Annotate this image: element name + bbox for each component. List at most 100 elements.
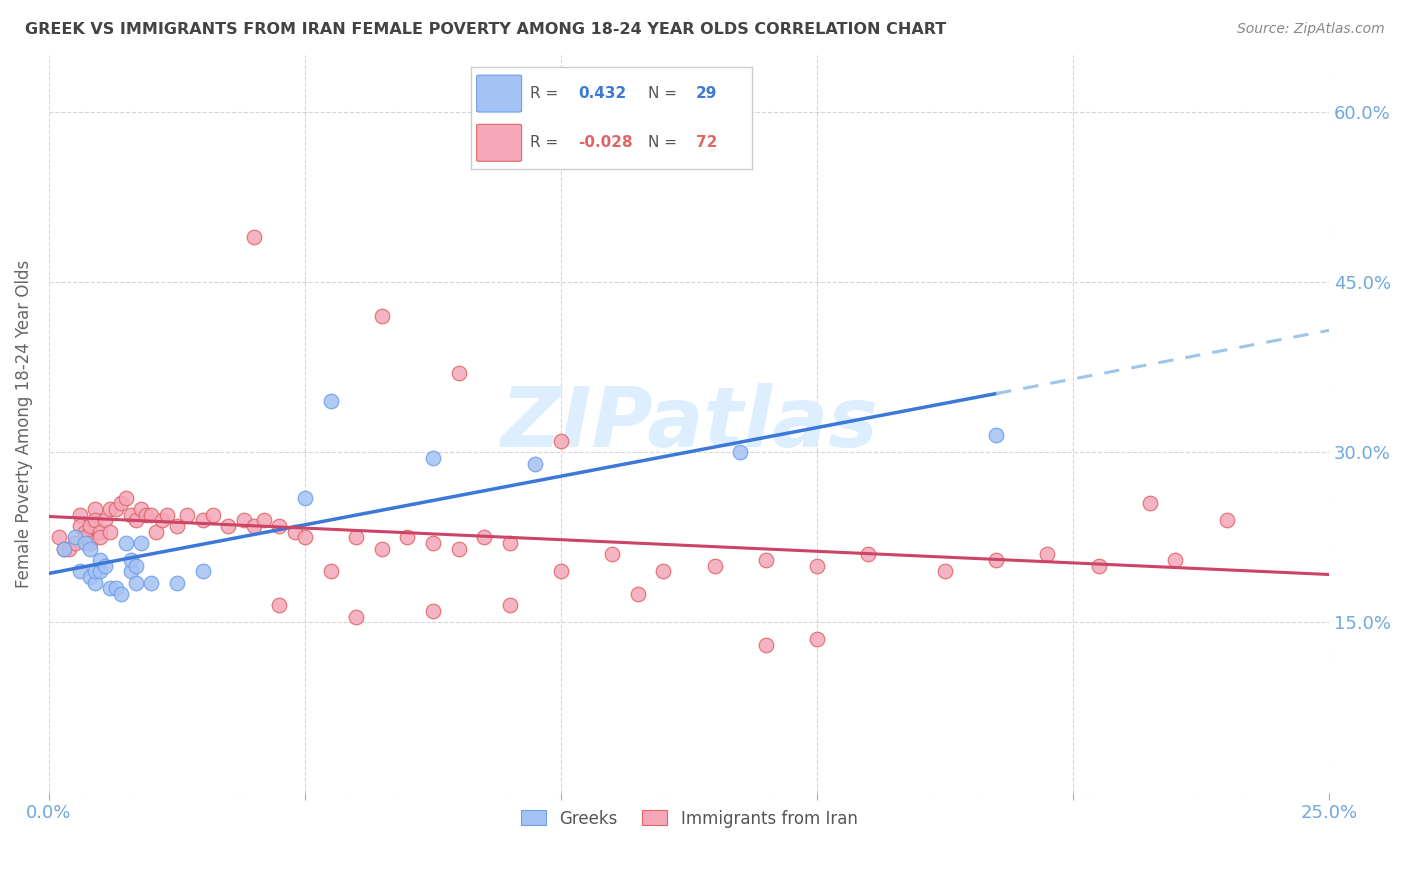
Point: [69, 508, 91, 522]
Point: [550, 434, 572, 448]
Point: [145, 524, 167, 539]
Text: R =: R =: [530, 136, 558, 151]
Point: [79, 536, 101, 550]
Point: [319, 394, 342, 409]
Text: GREEK VS IMMIGRANTS FROM IRAN FEMALE POVERTY AMONG 18-24 YEAR OLDS CORRELATION C: GREEK VS IMMIGRANTS FROM IRAN FEMALE POV…: [25, 22, 946, 37]
Legend: Greeks, Immigrants from Iran: Greeks, Immigrants from Iran: [512, 801, 866, 836]
Point: [201, 508, 224, 522]
Point: [84, 502, 107, 516]
Point: [524, 457, 547, 471]
Point: [73, 530, 96, 544]
Point: [120, 565, 142, 579]
Point: [284, 524, 307, 539]
Point: [269, 599, 291, 613]
Point: [986, 553, 1008, 567]
Point: [422, 604, 444, 618]
Point: [100, 582, 122, 596]
Point: [120, 508, 142, 522]
Point: [53, 541, 76, 556]
Point: [176, 508, 198, 522]
Point: [63, 530, 86, 544]
Point: [166, 575, 188, 590]
Point: [371, 541, 394, 556]
Point: [129, 536, 152, 550]
Point: [63, 536, 86, 550]
Point: [150, 513, 173, 527]
Point: [806, 632, 828, 647]
Point: [217, 519, 239, 533]
Text: N =: N =: [648, 86, 678, 101]
Point: [69, 565, 91, 579]
Point: [294, 491, 316, 505]
Point: [627, 587, 650, 601]
Point: [114, 536, 136, 550]
Point: [73, 524, 96, 539]
Point: [79, 519, 101, 533]
Point: [269, 519, 291, 533]
Point: [156, 508, 179, 522]
Point: [447, 541, 470, 556]
Point: [856, 548, 879, 562]
Point: [120, 553, 142, 567]
Point: [69, 519, 91, 533]
Point: [58, 541, 80, 556]
Point: [472, 530, 495, 544]
Point: [84, 513, 107, 527]
Point: [499, 599, 522, 613]
Text: 72: 72: [696, 136, 717, 151]
Point: [100, 502, 122, 516]
Point: [422, 536, 444, 550]
Point: [371, 309, 394, 323]
Point: [396, 530, 419, 544]
Point: [129, 502, 152, 516]
Point: [191, 565, 214, 579]
Point: [141, 508, 163, 522]
Point: [344, 530, 367, 544]
Point: [125, 558, 148, 573]
Point: [89, 524, 111, 539]
Point: [242, 519, 264, 533]
Point: [89, 565, 111, 579]
Point: [53, 541, 76, 556]
FancyBboxPatch shape: [477, 75, 522, 112]
Point: [94, 513, 117, 527]
Point: [89, 530, 111, 544]
Point: [806, 558, 828, 573]
Point: [294, 530, 316, 544]
Point: [1164, 553, 1187, 567]
Point: [125, 513, 148, 527]
Point: [1139, 496, 1161, 510]
Point: [104, 502, 127, 516]
Point: [499, 536, 522, 550]
Point: [125, 575, 148, 590]
Point: [79, 541, 101, 556]
Text: -0.028: -0.028: [578, 136, 633, 151]
Point: [986, 428, 1008, 442]
Point: [1087, 558, 1109, 573]
Point: [141, 575, 163, 590]
Point: [755, 638, 778, 652]
Text: ZIPatlas: ZIPatlas: [501, 384, 877, 465]
Text: 0.432: 0.432: [578, 86, 626, 101]
Point: [253, 513, 276, 527]
Point: [94, 558, 117, 573]
Point: [89, 553, 111, 567]
Point: [84, 565, 107, 579]
Point: [344, 609, 367, 624]
Point: [110, 587, 132, 601]
Point: [232, 513, 254, 527]
Point: [191, 513, 214, 527]
Point: [73, 536, 96, 550]
Point: [755, 553, 778, 567]
Point: [79, 570, 101, 584]
Point: [84, 575, 107, 590]
Point: [447, 366, 470, 380]
Point: [166, 519, 188, 533]
Point: [1036, 548, 1059, 562]
Y-axis label: Female Poverty Among 18-24 Year Olds: Female Poverty Among 18-24 Year Olds: [15, 260, 32, 588]
Text: Source: ZipAtlas.com: Source: ZipAtlas.com: [1237, 22, 1385, 37]
Point: [652, 565, 675, 579]
Point: [100, 524, 122, 539]
Text: 29: 29: [696, 86, 717, 101]
Point: [242, 229, 264, 244]
